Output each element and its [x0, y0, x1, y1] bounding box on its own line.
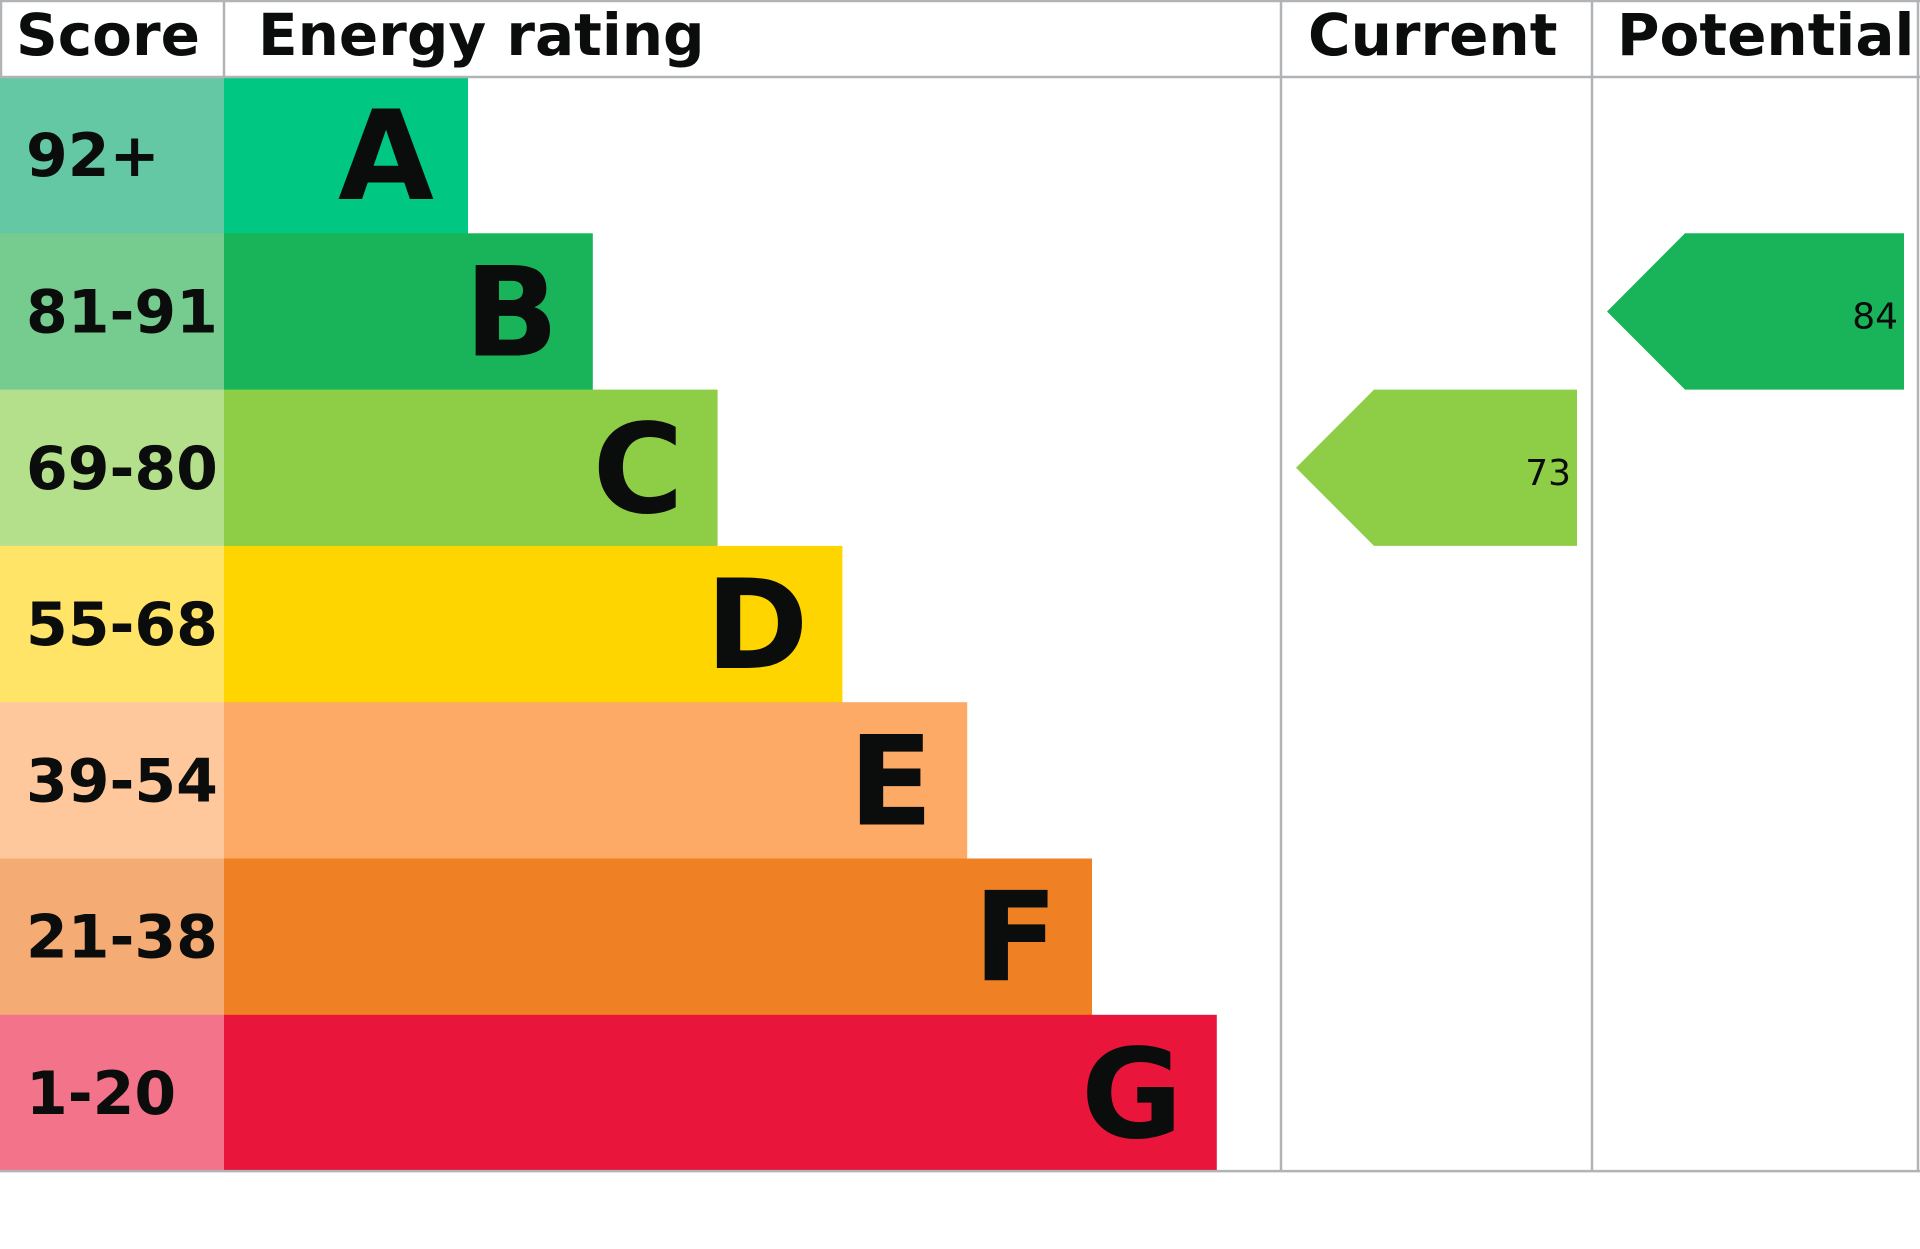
grid-lines — [0, 0, 1920, 1173]
rating-letter-e: E — [848, 710, 933, 854]
score-cell-d — [0, 545, 224, 703]
score-range-e: 39-54 — [26, 746, 218, 816]
score-range-d: 55-68 — [26, 590, 218, 660]
current-rating-arrow — [1296, 389, 1577, 546]
score-cell-f — [0, 858, 224, 1016]
header-potential: Potential — [1617, 1, 1914, 69]
score-range-a: 92+ — [26, 121, 160, 191]
score-cell-a — [0, 77, 224, 234]
score-range-g: 1-20 — [26, 1059, 176, 1129]
score-cell-c — [0, 389, 224, 547]
score-cell-b — [0, 233, 224, 391]
score-cell-e — [0, 702, 224, 859]
rating-letter-g: G — [1081, 1023, 1183, 1167]
rating-letter-f: F — [973, 867, 1058, 1011]
rating-bar-g — [224, 1014, 1217, 1172]
potential-rating-value: 84 — [1852, 296, 1898, 337]
score-range-c: 69-80 — [26, 434, 218, 504]
header-current: Current — [1308, 1, 1557, 69]
rating-letter-a: A — [338, 85, 434, 229]
rating-bar-b — [224, 233, 593, 391]
current-rating-value: 73 — [1525, 453, 1571, 494]
header-energy-rating: Energy rating — [258, 1, 705, 69]
rating-letter-d: D — [705, 554, 808, 698]
score-range-b: 81-91 — [26, 277, 218, 347]
rating-markers: 73 84 — [1296, 233, 1904, 546]
rating-bar-d — [224, 545, 843, 703]
score-cell-g — [0, 1014, 224, 1172]
rating-bar-e — [224, 702, 968, 859]
rating-bar-c — [224, 389, 718, 547]
rating-bar-a — [224, 77, 468, 234]
header-score: Score — [16, 1, 200, 69]
rating-bands: 92+ A 81-91 B 69-80 C 55-68 D 39-54 E 21-38 F 1-20 G — [0, 77, 1217, 1172]
rating-letter-b: B — [464, 241, 559, 385]
potential-rating-arrow — [1607, 233, 1904, 390]
score-range-f: 21-38 — [26, 903, 218, 973]
rating-letter-c: C — [593, 398, 684, 542]
rating-bar-f — [224, 858, 1092, 1016]
